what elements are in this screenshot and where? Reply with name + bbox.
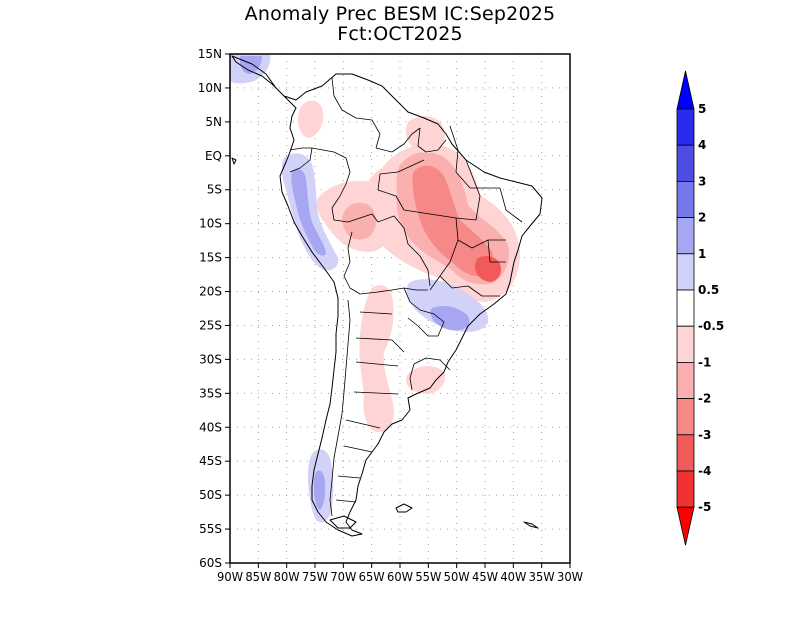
colorbar-band	[676, 470, 695, 508]
lat-tick-label: 10N	[198, 81, 222, 95]
lon-tick-label: 70W	[330, 570, 356, 584]
border-colombia-brazil-peru	[311, 147, 351, 197]
galapagos	[231, 157, 237, 165]
colorbar-level-label: 1	[698, 247, 706, 261]
lon-tick-label: 60W	[387, 570, 413, 584]
lon-tick-label: 55W	[415, 570, 441, 584]
lat-tick-label: 30S	[199, 352, 222, 366]
border-colombia-venezuela	[331, 77, 381, 149]
border-chile-argentina	[329, 299, 351, 517]
colorbar-level-label: 4	[698, 138, 706, 152]
colorbar-band	[676, 253, 695, 291]
lon-tick-label: 75W	[302, 570, 328, 584]
lon-tick-label: 85W	[245, 570, 271, 584]
anomaly-central-brazil-core	[412, 165, 493, 277]
lat-tick-label: 50S	[199, 488, 222, 502]
lat-tick-label: 25S	[199, 318, 222, 332]
lat-tick-label: 5S	[207, 183, 222, 197]
lat-tick-label: 20S	[199, 285, 222, 299]
longitude-axis: 90W 85W 80W 75W 70W 65W 60W 55W 50W 45W 40W 35W 30W	[217, 563, 583, 584]
tierra-del-fuego	[329, 515, 357, 529]
anomaly-argentina-light	[359, 285, 394, 433]
chart-subtitle: Fct:OCT2025	[337, 23, 463, 45]
border-peru-bolivia	[343, 231, 361, 295]
latitude-axis: 15N 10N 5N EQ 5S 10S 15S 20S 25S 30S 35S 40S 45S 50S 5…	[198, 47, 230, 570]
colorbar-band	[676, 398, 695, 436]
brazil-states	[377, 125, 523, 297]
lon-tick-label: 90W	[217, 570, 243, 584]
lat-tick-label: 10S	[199, 217, 222, 231]
anomaly-guiana-light	[405, 116, 445, 154]
lon-tick-label: 30W	[557, 570, 583, 584]
map-layers	[230, 54, 570, 563]
border-paraguay	[403, 287, 445, 337]
border-guyana	[417, 127, 447, 153]
lat-tick-label: 15S	[199, 251, 222, 265]
lat-tick-label: 55S	[199, 522, 222, 536]
anomaly-paraguay-wet-mid	[430, 306, 470, 331]
border-brazil-bolivia	[377, 215, 431, 287]
south-america-coastline	[231, 55, 543, 537]
anomaly-colombia-light	[298, 100, 324, 138]
colorbar-level-label: 2	[698, 211, 706, 225]
colorbar-level-label: -0.5	[698, 319, 724, 333]
lat-tick-label: 5N	[205, 115, 222, 129]
colorbar-band	[676, 434, 695, 472]
map-background	[230, 54, 570, 563]
colorbar-level-label: -3	[698, 428, 711, 442]
colorbar-max-arrow	[676, 70, 695, 110]
anomaly-peru-wet-mid	[291, 169, 326, 256]
border-bolivia-argentina	[359, 287, 428, 295]
colorbar-level-label: -2	[698, 392, 711, 406]
lon-tick-label: 45W	[472, 570, 498, 584]
colorbar-level-label: -4	[698, 464, 711, 478]
colorbar-level-label: 0.5	[698, 283, 719, 297]
anomaly-uruguay-light	[406, 366, 446, 394]
colorbar: 5 4 3 2 1 0.5 -0.5 -1 -2 -3 -4 -5	[676, 70, 724, 546]
colorbar-band	[676, 144, 695, 182]
colorbar-level-label: 5	[698, 102, 706, 116]
colorbar-min-arrow	[676, 506, 695, 546]
colorbar-band	[676, 361, 695, 399]
lon-tick-label: 35W	[529, 570, 555, 584]
colorbar-band	[676, 180, 695, 218]
border-argentina-uruguay	[409, 363, 415, 391]
lat-tick-label: 35S	[199, 386, 222, 400]
lat-tick-label: 15N	[198, 47, 222, 61]
anomaly-patagonia-wet-mid	[314, 470, 326, 510]
colorbar-level-label: -5	[698, 500, 711, 514]
colorbar-band	[676, 325, 695, 363]
lon-tick-label: 50W	[444, 570, 470, 584]
lon-tick-label: 65W	[359, 570, 385, 584]
anomaly-minas-core	[475, 256, 501, 282]
lon-tick-label: 80W	[274, 570, 300, 584]
colorbar-band	[676, 217, 695, 255]
colorbar-band	[676, 289, 695, 327]
anomaly-amazon-west-mid	[342, 202, 376, 240]
lon-tick-label: 40W	[500, 570, 526, 584]
border-peru-brazil	[331, 195, 379, 223]
chart-title: Anomaly Prec BESM IC:Sep2025	[244, 3, 556, 25]
country-borders	[289, 77, 523, 517]
falkland-islands	[395, 503, 413, 513]
lat-tick-label: 45S	[199, 454, 222, 468]
anomaly-fields	[230, 54, 520, 523]
lat-tick-label: EQ	[205, 149, 222, 163]
anomaly-panama-wet-mid	[240, 56, 262, 74]
lat-tick-label: 40S	[199, 420, 222, 434]
south-georgia	[523, 521, 539, 529]
border-ecuador-peru	[289, 147, 313, 173]
argentina-provinces	[335, 311, 405, 503]
colorbar-level-label: -1	[698, 355, 711, 369]
coastlines	[231, 55, 543, 537]
colorbar-level-label: 3	[698, 174, 706, 188]
lat-tick-label: 60S	[199, 556, 222, 570]
border-venezuela-brazil	[375, 127, 421, 153]
colorbar-band	[676, 108, 695, 146]
border-brazil-uruguay	[413, 357, 451, 371]
